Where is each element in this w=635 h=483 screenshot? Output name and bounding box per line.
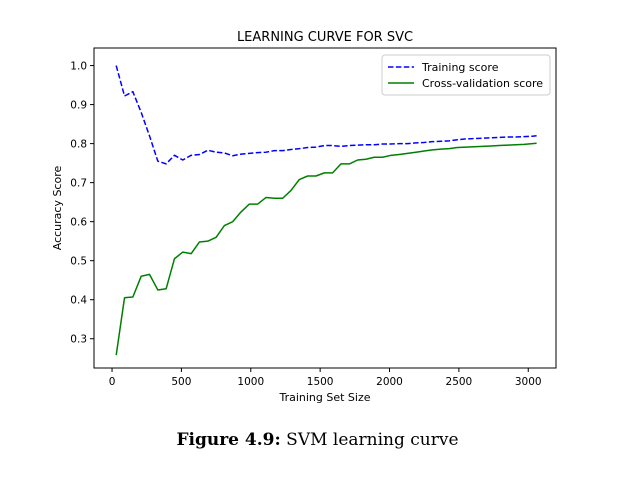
y-tick-label: 1.0 — [70, 60, 87, 72]
x-tick-label: 500 — [171, 376, 191, 388]
x-tick-label: 1000 — [237, 376, 264, 388]
y-tick-label: 0.7 — [70, 177, 87, 189]
legend-entry-label: Cross-validation score — [422, 77, 543, 90]
x-tick-label: 2000 — [376, 376, 403, 388]
y-tick-label: 0.6 — [70, 216, 87, 228]
legend-box — [381, 54, 551, 96]
figure-caption-text: SVM learning curve — [280, 430, 459, 450]
x-tick-label: 1500 — [307, 376, 334, 388]
y-tick-label: 0.8 — [70, 138, 87, 150]
legend: Training score Cross-validation score — [381, 54, 551, 96]
x-tick-label: 2500 — [446, 376, 473, 388]
series-line-cross-validation-score — [115, 142, 537, 356]
figure-caption: Figure 4.9: SVM learning curve — [0, 430, 635, 450]
y-axis-label: Accuracy Score — [51, 166, 64, 251]
y-tick-label: 0.4 — [70, 295, 87, 307]
axis-layer: 0 500 1000 1500 2000 2500 3000 0.3 0.4 0.5 0.6 0.7 0… — [70, 60, 541, 388]
series-layer — [115, 65, 537, 356]
y-tick-label: 0.5 — [70, 255, 87, 267]
series-line-training-score — [115, 65, 537, 165]
y-tick-label: 0.3 — [70, 334, 87, 346]
plot-frame — [93, 47, 557, 369]
learning-curve-chart: LEARNING CURVE FOR SVC Training Set Size… — [51, 30, 557, 404]
x-axis-label: Training Set Size — [278, 391, 370, 404]
x-tick-label: 0 — [109, 376, 116, 388]
chart-title: LEARNING CURVE FOR SVC — [237, 30, 413, 45]
figure-caption-label: Figure 4.9: — [176, 430, 281, 450]
y-tick-label: 0.9 — [70, 99, 87, 111]
legend-entry-label: Training score — [421, 61, 499, 74]
x-tick-label: 3000 — [515, 376, 542, 388]
